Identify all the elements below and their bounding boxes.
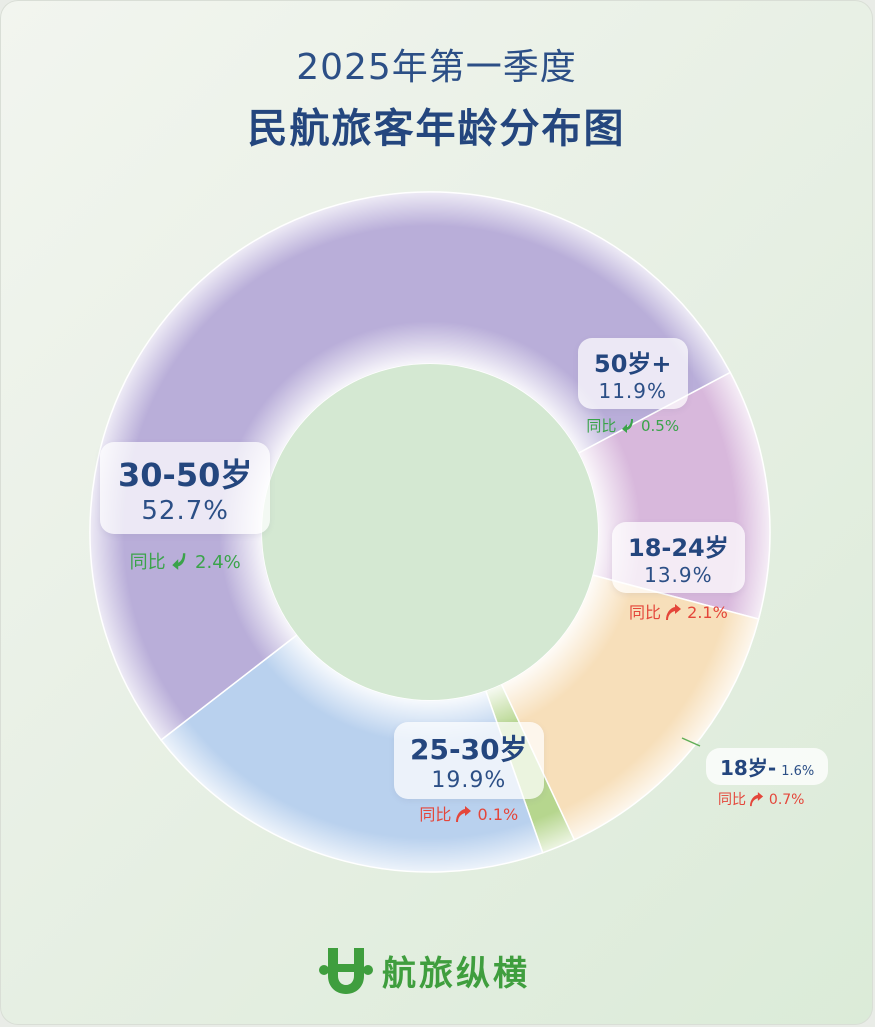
slice-name: 25-30岁 [410, 733, 528, 766]
slice-percent: 19.9% [431, 768, 507, 793]
slice-name: 50岁+ [594, 350, 672, 378]
slice-percent: 11.9% [598, 379, 668, 403]
slice-name: 18岁- [720, 756, 777, 780]
slice-label-18-24: 18-24岁 13.9% 同比 2.1% [612, 522, 745, 623]
h-logo-icon [319, 948, 373, 994]
arrow-up-icon [750, 792, 764, 807]
slice-percent: 1.6% [781, 764, 815, 779]
arrow-up-icon [456, 806, 472, 822]
slice-name: 30-50岁 [118, 456, 253, 494]
yoy-badge: 同比 0.1% [419, 805, 519, 824]
yoy-badge: 同比 2.1% [628, 603, 728, 622]
chart-title: 民航旅客年龄分布图 [247, 106, 626, 152]
yoy-badge: 同比 2.4% [129, 552, 241, 573]
slice-label-25-30: 25-30岁 19.9% 同比 0.1% [394, 722, 544, 825]
slice-percent: 13.9% [644, 563, 713, 587]
donut-center [262, 364, 598, 700]
slice-name: 18-24岁 [628, 534, 729, 562]
yoy-badge: 同比 0.5% [586, 417, 680, 435]
leader-line [681, 737, 701, 747]
brand-logo: 航旅纵横 [318, 940, 530, 1000]
slice-label-under18: 18岁- 1.6% 同比 0.7% [706, 748, 829, 809]
arrow-down-icon [172, 553, 186, 570]
slice-percent: 52.7% [141, 496, 229, 526]
brand-name: 航旅纵横 [382, 953, 530, 994]
arrow-up-icon [666, 604, 682, 620]
slice-label-50plus: 50岁+ 11.9% 同比 0.5% [578, 338, 688, 436]
slice-label-30-50: 30-50岁 52.7% 同比 2.4% [100, 442, 271, 574]
chart-title-period: 2025年第一季度 [296, 47, 577, 88]
yoy-badge: 同比 0.7% [718, 792, 805, 808]
arrow-down-icon [622, 419, 634, 433]
